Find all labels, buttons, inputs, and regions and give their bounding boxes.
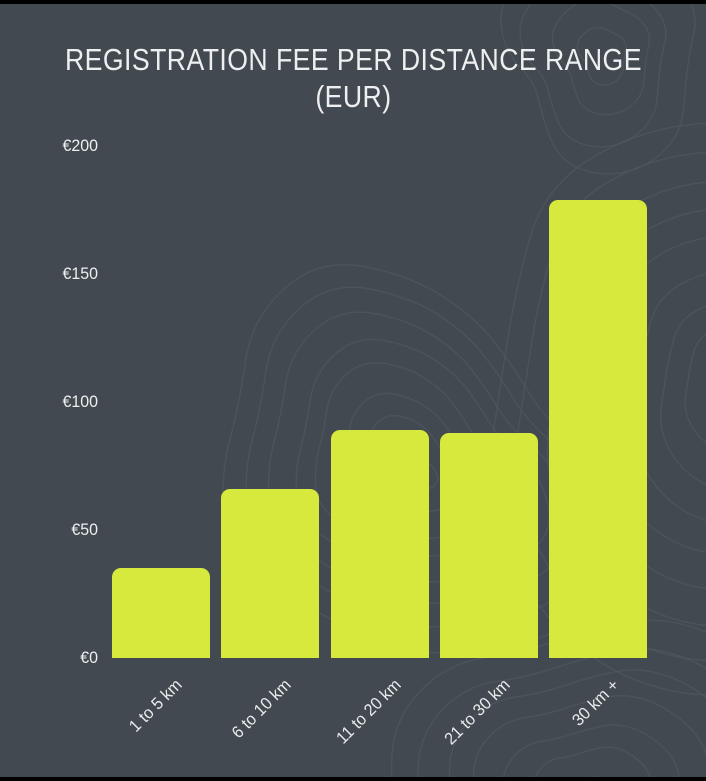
bar-30-km-+ — [549, 200, 647, 658]
bar-11-to-20-km — [331, 430, 429, 658]
contour-line — [659, 305, 706, 486]
bar-6-to-10-km — [221, 489, 319, 658]
chart-title-line2: (EUR) — [314, 79, 392, 114]
contour-line — [684, 333, 706, 444]
top-frame-bar — [0, 0, 706, 4]
bar-1-to-5-km — [112, 568, 210, 658]
y-tick-label: €50 — [71, 520, 98, 539]
x-axis-label: 1 to 5 km — [125, 675, 186, 736]
chart-title-text: REGISTRATION FEE PER DISTANCE RANGE (EUR… — [65, 41, 642, 115]
bar-21-to-30-km — [440, 433, 538, 658]
y-tick-label: €200 — [62, 136, 98, 155]
y-tick-label: €150 — [62, 264, 98, 283]
chart-title-line1: REGISTRATION FEE PER DISTANCE RANGE — [64, 42, 642, 77]
y-tick-label: €100 — [62, 392, 98, 411]
y-tick-label: €0 — [80, 648, 98, 667]
chart-title: REGISTRATION FEE PER DISTANCE RANGE (EUR… — [0, 41, 706, 115]
bottom-frame-bar — [0, 777, 706, 781]
